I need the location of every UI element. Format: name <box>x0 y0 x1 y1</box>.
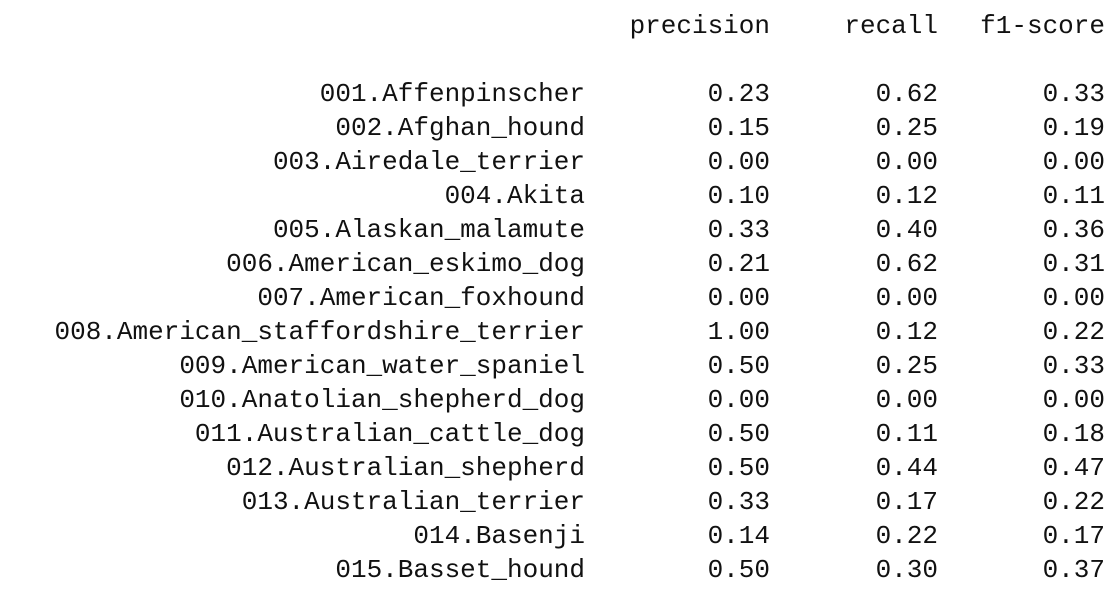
recall-value: 0.12 <box>875 317 938 347</box>
precision-value: 0.10 <box>707 181 770 211</box>
f1-score-value: 0.33 <box>1042 79 1105 109</box>
report-row: 006.American_eskimo_dog 0.21 0.62 0.31 <box>0 247 1120 281</box>
precision-value: 0.00 <box>707 385 770 415</box>
class-label: 003.Airedale_terrier <box>272 147 585 177</box>
class-label: 008.American_staffordshire_terrier <box>54 317 586 347</box>
precision-header: precision <box>629 11 770 41</box>
report-row: 014.Basenji 0.14 0.22 0.17 <box>0 519 1120 553</box>
f1-score-value: 0.47 <box>1042 453 1105 483</box>
recall-value: 0.00 <box>875 283 938 313</box>
class-label: 009.American_water_spaniel <box>179 351 585 381</box>
class-label: 004.Akita <box>444 181 585 211</box>
report-row: 010.Anatolian_shepherd_dog 0.00 0.00 0.00 <box>0 383 1120 417</box>
class-label: 010.Anatolian_shepherd_dog <box>179 385 585 415</box>
precision-value: 0.50 <box>707 419 770 449</box>
report-row: 015.Basset_hound 0.50 0.30 0.37 <box>0 553 1120 587</box>
recall-header: recall <box>844 11 938 41</box>
f1-score-value: 0.37 <box>1042 555 1105 585</box>
report-row: 003.Airedale_terrier 0.00 0.00 0.00 <box>0 145 1120 179</box>
precision-value: 0.50 <box>707 351 770 381</box>
recall-value: 0.12 <box>875 181 938 211</box>
class-label: 007.American_foxhound <box>257 283 585 313</box>
precision-value: 0.14 <box>707 521 770 551</box>
class-label: 013.Australian_terrier <box>241 487 585 517</box>
report-row: 001.Affenpinscher 0.23 0.62 0.33 <box>0 77 1120 111</box>
precision-value: 0.21 <box>707 249 770 279</box>
recall-value: 0.22 <box>875 521 938 551</box>
recall-value: 0.00 <box>875 385 938 415</box>
report-row: 009.American_water_spaniel 0.50 0.25 0.33 <box>0 349 1120 383</box>
recall-value: 0.30 <box>875 555 938 585</box>
recall-value: 0.11 <box>875 419 938 449</box>
f1-score-header: f1-score <box>980 11 1105 41</box>
f1-score-value: 0.31 <box>1042 249 1105 279</box>
f1-score-value: 0.36 <box>1042 215 1105 245</box>
recall-value: 0.40 <box>875 215 938 245</box>
f1-score-value: 0.18 <box>1042 419 1105 449</box>
recall-value: 0.62 <box>875 249 938 279</box>
report-row: 002.Afghan_hound 0.15 0.25 0.19 <box>0 111 1120 145</box>
class-label: 005.Alaskan_malamute <box>272 215 585 245</box>
class-label: 015.Basset_hound <box>335 555 585 585</box>
precision-value: 0.50 <box>707 453 770 483</box>
precision-value: 0.33 <box>707 215 770 245</box>
class-label: 014.Basenji <box>413 521 585 551</box>
class-label: 002.Afghan_hound <box>335 113 585 143</box>
precision-value: 0.33 <box>707 487 770 517</box>
report-row: 004.Akita 0.10 0.12 0.11 <box>0 179 1120 213</box>
f1-score-value: 0.19 <box>1042 113 1105 143</box>
recall-value: 0.25 <box>875 113 938 143</box>
report-row: 005.Alaskan_malamute 0.33 0.40 0.36 <box>0 213 1120 247</box>
report-row: 008.American_staffordshire_terrier 1.00 0.… <box>0 315 1120 349</box>
class-label: 006.American_eskimo_dog <box>226 249 585 279</box>
f1-score-value: 0.22 <box>1042 487 1105 517</box>
report-row: 012.Australian_shepherd 0.50 0.44 0.47 <box>0 451 1120 485</box>
f1-score-value: 0.33 <box>1042 351 1105 381</box>
class-label: 011.Australian_cattle_dog <box>194 419 585 449</box>
header-row: precision recall f1-score <box>0 9 1120 43</box>
recall-value: 0.44 <box>875 453 938 483</box>
report-row: 011.Australian_cattle_dog 0.50 0.11 0.18 <box>0 417 1120 451</box>
recall-value: 0.62 <box>875 79 938 109</box>
f1-score-value: 0.00 <box>1042 147 1105 177</box>
class-label: 012.Australian_shepherd <box>226 453 585 483</box>
f1-score-value: 0.00 <box>1042 283 1105 313</box>
f1-score-value: 0.17 <box>1042 521 1105 551</box>
recall-value: 0.17 <box>875 487 938 517</box>
precision-value: 0.00 <box>707 147 770 177</box>
precision-value: 1.00 <box>707 317 770 347</box>
precision-value: 0.00 <box>707 283 770 313</box>
f1-score-value: 0.22 <box>1042 317 1105 347</box>
recall-value: 0.25 <box>875 351 938 381</box>
report-row: 007.American_foxhound 0.00 0.00 0.00 <box>0 281 1120 315</box>
recall-value: 0.00 <box>875 147 938 177</box>
class-label: 001.Affenpinscher <box>319 79 585 109</box>
report-row: 013.Australian_terrier 0.33 0.17 0.22 <box>0 485 1120 519</box>
precision-value: 0.23 <box>707 79 770 109</box>
f1-score-value: 0.11 <box>1042 181 1105 211</box>
precision-value: 0.15 <box>707 113 770 143</box>
f1-score-value: 0.00 <box>1042 385 1105 415</box>
precision-value: 0.50 <box>707 555 770 585</box>
